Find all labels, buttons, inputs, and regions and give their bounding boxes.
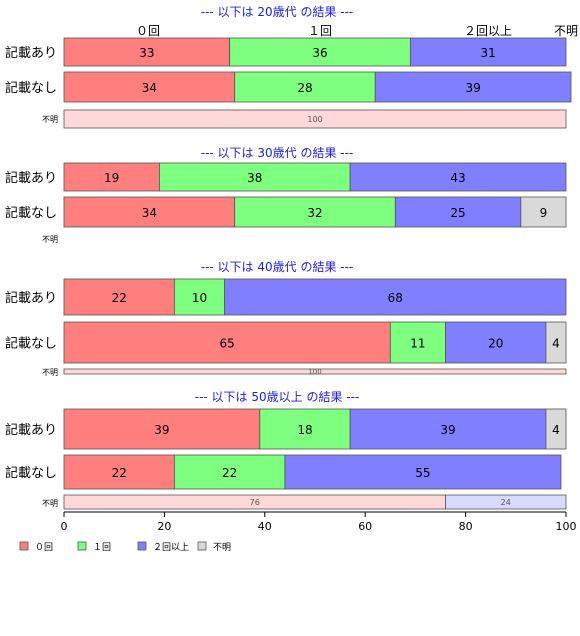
bar-segment <box>63 278 175 316</box>
row-label: 記載あり <box>5 290 57 306</box>
data-label: 33 <box>139 46 154 60</box>
data-label: 36 <box>312 46 327 60</box>
data-label: 19 <box>104 171 119 185</box>
x-tick-label: 100 <box>556 520 577 533</box>
row-label: 記載あり <box>5 170 57 186</box>
bar-segment <box>409 37 567 67</box>
x-tick-label: 40 <box>258 520 272 533</box>
data-label: 9 <box>540 206 548 220</box>
column-label: ２回以上 <box>464 24 512 38</box>
data-label: 25 <box>450 206 465 220</box>
row-label: 記載なし <box>5 205 57 221</box>
group-title: --- 以下は 30歳代 の結果 --- <box>201 146 354 160</box>
row-label: 不明 <box>42 368 58 377</box>
row-label: 不明 <box>42 115 58 124</box>
column-label: １回 <box>308 24 332 38</box>
bar-segment <box>545 408 567 450</box>
bar-segment <box>63 109 567 129</box>
column-label: ０回 <box>136 24 160 38</box>
data-label: 65 <box>220 337 235 351</box>
row-label: 記載なし <box>5 465 57 481</box>
bar-segment <box>174 454 286 490</box>
data-label: 24 <box>501 498 511 507</box>
row-label: 記載あり <box>5 422 57 438</box>
column-label: 不明 <box>554 24 578 38</box>
bar-segment <box>284 454 562 490</box>
row-label: 記載あり <box>5 45 57 61</box>
data-label: 34 <box>142 81 157 95</box>
bar-segment <box>259 408 351 450</box>
row-label: 不明 <box>42 499 58 508</box>
data-label: 39 <box>154 423 169 437</box>
legend-swatch <box>197 541 207 551</box>
legend-label: ０回 <box>35 542 53 553</box>
bar-segment <box>394 196 522 228</box>
data-label: 68 <box>388 291 403 305</box>
bar-segment <box>63 196 236 228</box>
bar-segment <box>63 321 391 364</box>
data-label: 43 <box>450 171 465 185</box>
group-title: --- 以下は 20歳代 の結果 --- <box>201 5 354 19</box>
row-label: 記載なし <box>5 336 57 352</box>
data-label: 22 <box>112 291 127 305</box>
data-label: 4 <box>552 423 560 437</box>
data-label: 100 <box>307 115 322 124</box>
bar-segment <box>234 71 376 103</box>
x-tick-label: 0 <box>61 520 68 533</box>
data-label: 20 <box>488 337 503 351</box>
bar-segment <box>349 162 567 192</box>
data-label: 10 <box>192 291 207 305</box>
data-label: 31 <box>481 46 496 60</box>
data-label: 28 <box>297 81 312 95</box>
bar-segment <box>63 37 231 67</box>
data-label: 39 <box>440 423 455 437</box>
bar-segment <box>445 494 567 510</box>
bar-segment <box>545 321 567 364</box>
x-tick-label: 20 <box>157 520 171 533</box>
bar-segment <box>374 71 572 103</box>
bar-segment <box>63 368 567 375</box>
bar-segment <box>234 196 396 228</box>
bar-segment <box>445 321 547 364</box>
bar-segment <box>158 162 351 192</box>
bar-segment <box>520 196 567 228</box>
data-label: 39 <box>465 81 480 95</box>
legend-swatch <box>19 541 29 551</box>
data-label: 22 <box>222 466 237 480</box>
x-tick-label: 80 <box>459 520 473 533</box>
data-label: 4 <box>552 337 560 351</box>
bar-segment <box>63 71 236 103</box>
group-title: --- 以下は 40歳代 の結果 --- <box>201 260 354 274</box>
data-label: 32 <box>307 206 322 220</box>
data-label: 11 <box>410 337 425 351</box>
data-label: 22 <box>112 466 127 480</box>
legend-swatch <box>137 541 147 551</box>
data-label: 100 <box>308 368 321 376</box>
bar-segment <box>229 37 411 67</box>
bar-segment <box>349 408 547 450</box>
legend-label: 不明 <box>213 542 231 553</box>
legend-label: １回 <box>93 542 111 553</box>
legend-label: ２回以上 <box>153 542 189 553</box>
x-tick-label: 60 <box>358 520 372 533</box>
data-label: 34 <box>142 206 157 220</box>
legend-swatch <box>77 541 87 551</box>
data-label: 76 <box>250 498 260 507</box>
bar-segment <box>389 321 446 364</box>
group-title: --- 以下は 50歳以上 の結果 --- <box>195 390 360 404</box>
bar-segment <box>174 278 226 316</box>
data-label: 55 <box>415 466 430 480</box>
data-label: 18 <box>297 423 312 437</box>
data-label: 38 <box>247 171 262 185</box>
bar-segment <box>224 278 567 316</box>
row-label: 不明 <box>42 235 58 244</box>
row-label: 記載なし <box>5 80 57 96</box>
